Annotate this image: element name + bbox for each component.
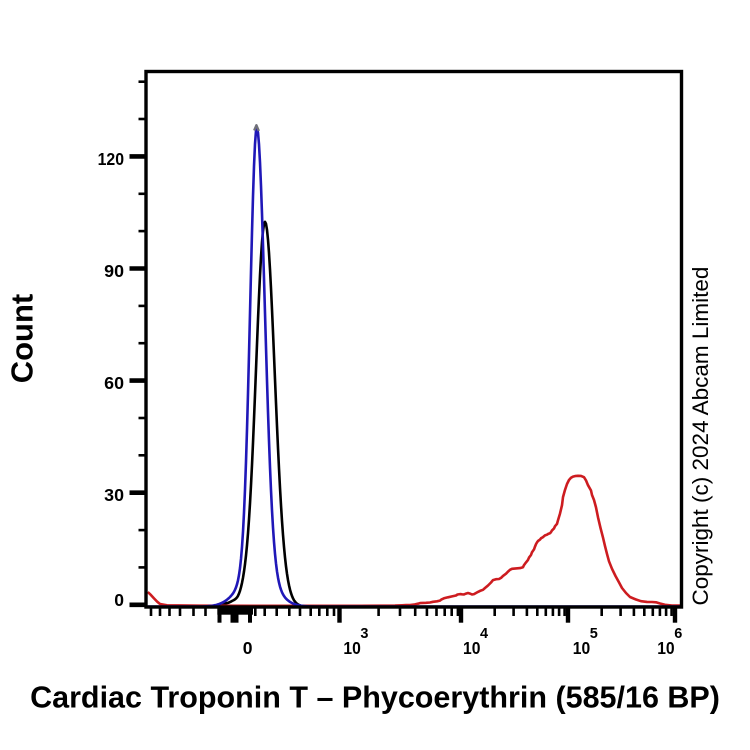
svg-text:Cardiac Troponin T – Phycoeryt: Cardiac Troponin T – Phycoerythrin (585/… — [30, 681, 720, 715]
svg-text:90: 90 — [104, 261, 124, 281]
svg-text:6: 6 — [674, 626, 682, 642]
svg-text:10: 10 — [573, 638, 591, 658]
svg-text:10: 10 — [463, 638, 481, 658]
svg-text:Copyright (c) 2024 Abcam Limit: Copyright (c) 2024 Abcam Limited — [688, 267, 713, 606]
svg-text:0: 0 — [243, 638, 253, 658]
svg-text:0: 0 — [114, 590, 124, 610]
svg-text:4: 4 — [480, 626, 488, 642]
svg-text:10: 10 — [657, 638, 675, 658]
svg-text:30: 30 — [104, 485, 124, 505]
svg-text:5: 5 — [590, 626, 598, 642]
svg-text:120: 120 — [98, 149, 125, 169]
svg-text:Count: Count — [4, 294, 39, 384]
svg-text:60: 60 — [104, 373, 124, 393]
svg-text:10: 10 — [343, 638, 361, 658]
svg-text:3: 3 — [360, 626, 368, 642]
